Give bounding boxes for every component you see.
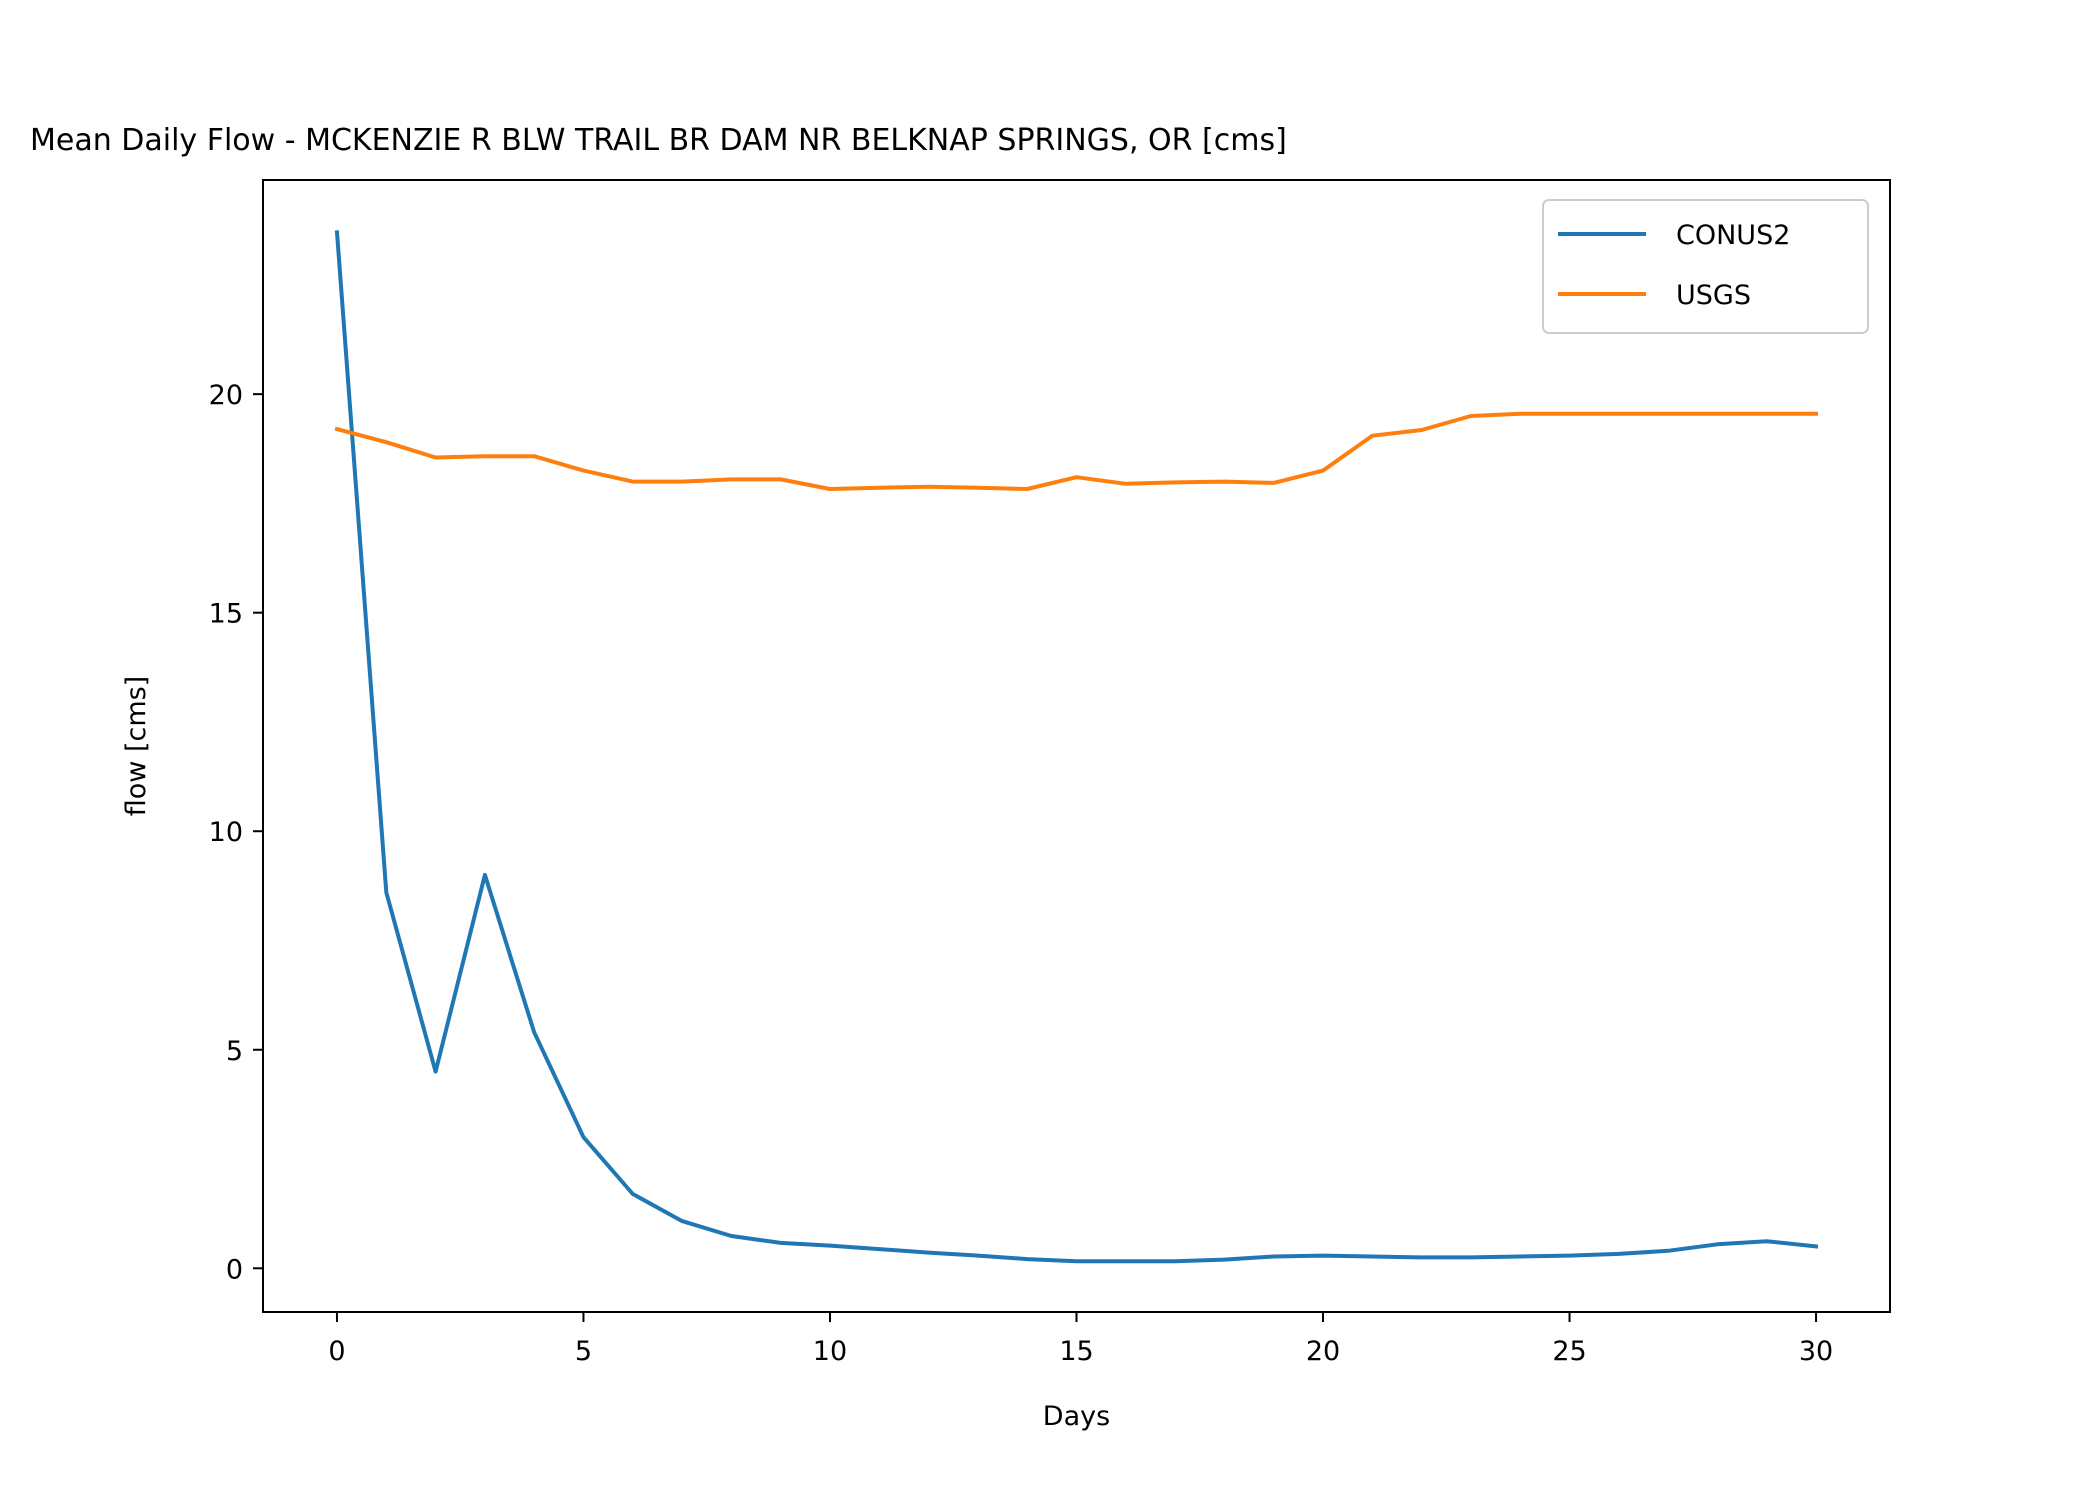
x-tick-label: 30 bbox=[1799, 1336, 1833, 1367]
x-tick-label: 5 bbox=[575, 1336, 592, 1367]
chart-title: Mean Daily Flow - MCKENZIE R BLW TRAIL B… bbox=[30, 123, 1287, 158]
x-tick-label: 25 bbox=[1552, 1336, 1586, 1367]
series-layer bbox=[334, 230, 1819, 1264]
legend-label-usgs: USGS bbox=[1676, 280, 1751, 311]
x-axis: 0 5 10 15 20 25 30 bbox=[328, 1312, 1833, 1367]
y-tick-label: 5 bbox=[226, 1036, 243, 1067]
y-tick-label: 20 bbox=[209, 380, 243, 411]
x-axis-label: Days bbox=[1043, 1401, 1110, 1432]
y-tick-label: 10 bbox=[209, 817, 243, 848]
x-tick-label: 20 bbox=[1306, 1336, 1340, 1367]
y-tick-label: 0 bbox=[226, 1254, 243, 1285]
y-axis: 0 5 10 15 20 bbox=[209, 380, 263, 1285]
legend: CONUS2 USGS bbox=[1542, 199, 1869, 334]
legend-label-conus2: CONUS2 bbox=[1676, 220, 1790, 251]
series-line-usgs bbox=[334, 411, 1818, 491]
series-line-conus2 bbox=[334, 230, 1819, 1264]
x-tick-label: 15 bbox=[1059, 1336, 1093, 1367]
y-tick-label: 15 bbox=[209, 599, 243, 630]
y-axis-label: flow [cms] bbox=[121, 676, 152, 816]
x-tick-label: 0 bbox=[328, 1336, 345, 1367]
x-tick-label: 10 bbox=[813, 1336, 847, 1367]
